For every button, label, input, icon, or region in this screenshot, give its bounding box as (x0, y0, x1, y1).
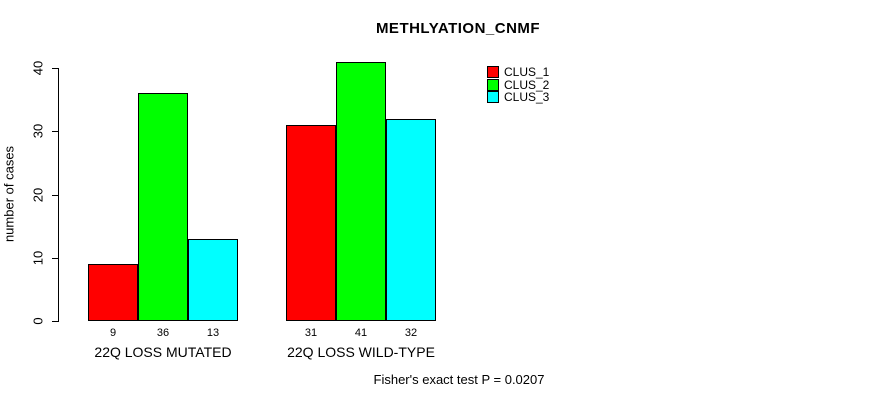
y-axis-tick (52, 68, 58, 69)
y-axis-tick-label: 0 (30, 317, 46, 325)
legend-label: CLUS_1 (504, 65, 550, 80)
bar-value-label: 31 (304, 327, 318, 339)
bar-clus_1-group1 (88, 264, 138, 321)
chart-title: METHLYATION_CNMF (375, 20, 541, 37)
x-group-label-mutated: 22Q LOSS MUTATED (94, 344, 232, 360)
bar-clus_2-group2 (336, 61, 386, 321)
bar-value-label: 36 (156, 327, 170, 339)
legend-swatch-icon (487, 91, 499, 104)
bar-value-label: 41 (354, 327, 368, 339)
legend-item-clus_2: CLUS_2 (487, 77, 550, 92)
legend: CLUS_1 CLUS_2 CLUS_3 (487, 65, 550, 105)
y-axis-tick (52, 321, 58, 322)
legend-swatch-icon (487, 66, 499, 79)
fisher-test-annotation: Fisher's exact test P = 0.0207 (373, 372, 545, 387)
legend-item-clus_1: CLUS_1 (487, 65, 550, 80)
y-axis-tick-label: 40 (30, 60, 46, 76)
y-axis-tick (52, 257, 58, 259)
bar-value-label: 9 (109, 327, 117, 339)
y-axis-tick-label: 10 (30, 250, 46, 265)
y-axis-tick-label: 20 (30, 187, 46, 202)
y-axis-tick (52, 194, 58, 196)
y-axis-line (58, 68, 59, 322)
x-group-label-wild-type: 22Q LOSS WILD-TYPE (287, 344, 435, 360)
legend-item-clus_3: CLUS_3 (487, 90, 550, 105)
bar-clus_3-group1 (188, 238, 238, 321)
y-axis-title: number of cases (1, 145, 17, 243)
bar-value-label: 32 (404, 327, 418, 339)
bar-clus_2-group1 (138, 93, 188, 321)
legend-swatch-icon (487, 78, 499, 91)
bar-value-label: 13 (206, 327, 220, 339)
y-axis-tick (52, 131, 58, 133)
bar-clus_1-group2 (286, 124, 336, 321)
legend-label: CLUS_2 (504, 77, 550, 92)
legend-label: CLUS_3 (504, 90, 550, 105)
bar-clus_3-group2 (386, 118, 436, 321)
y-axis-tick-label: 30 (30, 124, 46, 139)
